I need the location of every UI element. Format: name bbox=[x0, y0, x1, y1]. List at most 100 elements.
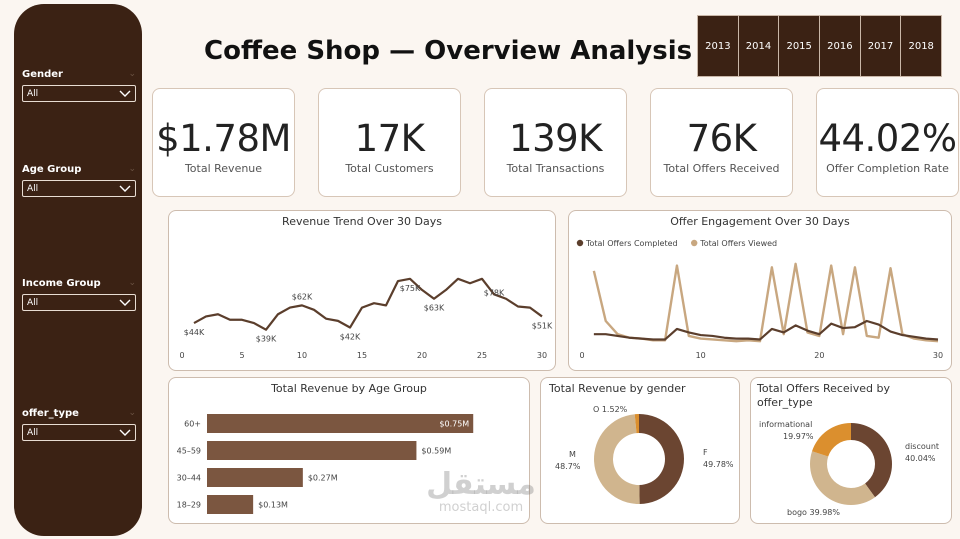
filter-sidebar: Gender ⌄ All Age Group ⌄ All Income Grou… bbox=[14, 4, 142, 536]
kpi-value: 76K bbox=[686, 117, 757, 160]
bar-value-label: $0.59M bbox=[421, 447, 451, 456]
data-label: $39K bbox=[256, 335, 277, 344]
offer-type-slicer-header: offer_type ⌄ bbox=[22, 405, 136, 421]
legend-label: Total Offers Viewed bbox=[699, 239, 777, 248]
kpi-value: $1.78M bbox=[156, 117, 291, 160]
x-tick-label: 20 bbox=[814, 351, 824, 360]
revenue-trend-panel[interactable]: Revenue Trend Over 30 Days 0 5 10 15 20 25 30 $… bbox=[168, 210, 556, 371]
year-button-2016[interactable]: 2016 bbox=[820, 16, 861, 76]
donut-slice bbox=[810, 451, 876, 505]
donut-slice bbox=[851, 423, 892, 498]
bar bbox=[207, 468, 303, 487]
gender-slicer-label: Gender bbox=[22, 68, 63, 80]
donut-slice bbox=[639, 414, 684, 504]
donut-slice bbox=[594, 414, 640, 504]
chevron-down-icon[interactable]: ⌄ bbox=[128, 278, 136, 288]
income-group-slicer-header: Income Group ⌄ bbox=[22, 275, 136, 291]
age-group-dropdown[interactable]: All bbox=[22, 180, 136, 197]
offer-engagement-panel[interactable]: Offer Engagement Over 30 Days Total Offe… bbox=[568, 210, 952, 371]
slice-value: 19.97% bbox=[783, 432, 814, 441]
kpi-label: Offer Completion Rate bbox=[826, 162, 949, 175]
category-label: 18–29 bbox=[177, 501, 201, 510]
x-tick-label: 30 bbox=[537, 351, 547, 360]
donut-slice bbox=[812, 423, 851, 457]
data-label: $51K bbox=[532, 321, 553, 330]
income-group-slicer-label: Income Group bbox=[22, 277, 101, 289]
page-title: Coffee Shop — Overview Analysis bbox=[204, 36, 693, 66]
bar bbox=[207, 414, 474, 433]
revenue-by-gender-panel[interactable]: Total Revenue by gender F 49.78% M 48.7% O 1… bbox=[540, 377, 740, 524]
revenue-by-gender-chart: F 49.78% M 48.7% O 1.52% bbox=[555, 405, 734, 504]
age-group-dropdown-value: All bbox=[27, 183, 39, 194]
kpi-value: 139K bbox=[509, 117, 602, 160]
chart-title: Revenue Trend Over 30 Days bbox=[282, 215, 442, 228]
chevron-down-icon[interactable]: ⌄ bbox=[128, 164, 136, 174]
data-label: $78K bbox=[484, 288, 505, 297]
age-group-slicer: Age Group ⌄ All bbox=[22, 161, 136, 197]
slice-label: discount bbox=[905, 442, 939, 451]
gender-dropdown-value: All bbox=[27, 88, 39, 99]
revenue-line bbox=[193, 277, 543, 331]
offers-by-type-chart: discount 40.04% bogo 39.98% informational 19… bbox=[759, 420, 939, 517]
kpi-label: Total Offers Received bbox=[663, 162, 780, 175]
chart-title-line: offer_type bbox=[757, 396, 813, 409]
offer-engagement-chart: Total Offers Completed Total Offers Viewe… bbox=[576, 239, 943, 360]
year-button-2017[interactable]: 2017 bbox=[861, 16, 902, 76]
donut-slice bbox=[634, 414, 639, 434]
data-label: $75K bbox=[400, 284, 421, 293]
kpi-label: Total Customers bbox=[345, 162, 434, 175]
slice-label: O 1.52% bbox=[593, 405, 628, 414]
year-button-2018[interactable]: 2018 bbox=[908, 40, 934, 52]
bar bbox=[207, 441, 417, 460]
gender-dropdown[interactable]: All bbox=[22, 85, 136, 102]
x-tick-label: 10 bbox=[297, 351, 307, 360]
kpi-label: Total Revenue bbox=[184, 162, 263, 175]
x-tick-label: 5 bbox=[239, 351, 244, 360]
chevron-down-icon[interactable]: ⌄ bbox=[128, 69, 136, 79]
revenue-by-age-chart: 60+ $0.75M 45–59 $0.59M 30–44 $0.27M 18–29 $0.1… bbox=[177, 414, 474, 514]
dropdown-arrow-icon bbox=[119, 90, 131, 97]
category-label: 45–59 bbox=[177, 447, 201, 456]
offer-type-dropdown[interactable]: All bbox=[22, 424, 136, 441]
x-tick-label: 20 bbox=[417, 351, 427, 360]
year-button-2015[interactable]: 2015 bbox=[779, 16, 821, 76]
year-button-2014[interactable]: 2014 bbox=[739, 16, 780, 76]
bar-value-label: $0.75M bbox=[439, 420, 469, 429]
x-tick-label: 0 bbox=[579, 351, 584, 360]
kpi-label: Total Transactions bbox=[506, 162, 605, 175]
offers-by-type-panel[interactable]: Total Offers Received by offer_type disc… bbox=[750, 377, 952, 524]
kpi-card-total-customers: 17K Total Customers bbox=[318, 88, 461, 197]
data-label: $63K bbox=[424, 304, 445, 313]
revenue-by-age-panel[interactable]: Total Revenue by Age Group 60+ $0.75M 45–5… bbox=[168, 377, 530, 524]
offers-completed-line bbox=[593, 319, 939, 341]
category-label: 30–44 bbox=[177, 474, 201, 483]
chart-title: Offer Engagement Over 30 Days bbox=[670, 215, 850, 228]
slice-label: informational bbox=[759, 420, 812, 429]
bar-value-label: $0.27M bbox=[308, 474, 338, 483]
data-label: $62K bbox=[292, 292, 313, 301]
legend-marker bbox=[576, 239, 584, 247]
kpi-card-offer-completion-rate: 44.02% Offer Completion Rate bbox=[816, 88, 959, 197]
year-slicer: 2013 2014 2015 2016 2017 2018 bbox=[697, 15, 942, 77]
income-group-dropdown[interactable]: All bbox=[22, 294, 136, 311]
legend-label: Total Offers Completed bbox=[585, 239, 678, 248]
kpi-card-total-transactions: 139K Total Transactions bbox=[484, 88, 627, 197]
offer-type-slicer: offer_type ⌄ All bbox=[22, 405, 136, 441]
kpi-card-total-offers-received: 76K Total Offers Received bbox=[650, 88, 793, 197]
data-label: $44K bbox=[184, 328, 205, 337]
slice-label: F bbox=[703, 448, 708, 457]
offer-type-dropdown-value: All bbox=[27, 427, 39, 438]
chevron-down-icon[interactable]: ⌄ bbox=[128, 408, 136, 418]
x-tick-label: 25 bbox=[477, 351, 487, 360]
x-tick-label: 15 bbox=[357, 351, 367, 360]
kpi-card-total-revenue: $1.78M Total Revenue bbox=[152, 88, 295, 197]
x-tick-label: 30 bbox=[933, 351, 943, 360]
bar-value-label: $0.13M bbox=[258, 501, 288, 510]
age-group-slicer-header: Age Group ⌄ bbox=[22, 161, 136, 177]
kpi-value: 17K bbox=[354, 117, 425, 160]
slice-label: bogo 39.98% bbox=[787, 508, 840, 517]
dropdown-arrow-icon bbox=[119, 299, 131, 306]
year-button-2013[interactable]: 2013 bbox=[698, 16, 739, 76]
age-group-slicer-label: Age Group bbox=[22, 163, 82, 175]
revenue-trend-chart: 0 5 10 15 20 25 30 $44K $39K $62K $42K $75K $63K $78K… bbox=[179, 277, 553, 360]
